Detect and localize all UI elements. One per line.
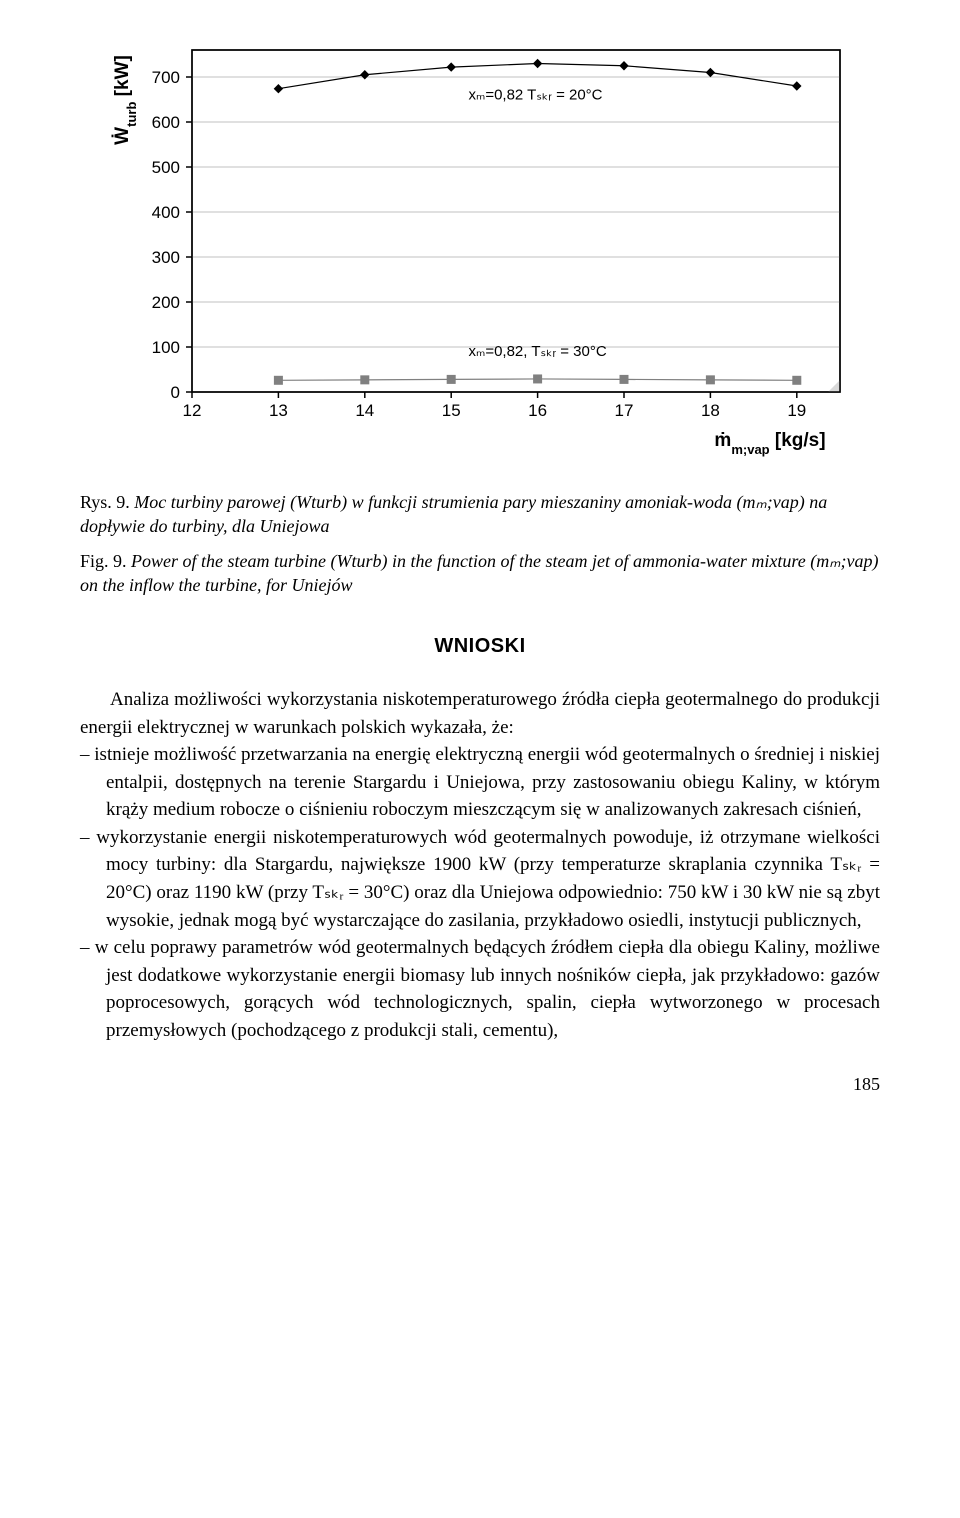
conclusions-list: istnieje możliwość przetwarzania na ener… xyxy=(80,741,880,1044)
svg-text:17: 17 xyxy=(615,401,634,420)
intro-paragraph: Analiza możliwości wykorzystania niskote… xyxy=(80,686,880,741)
caption-english-text: Power of the steam turbine (Wturb) in th… xyxy=(80,551,878,595)
svg-text:Ẇturb [kW]: Ẇturb [kW] xyxy=(112,55,139,145)
svg-text:18: 18 xyxy=(701,401,720,420)
svg-text:16: 16 xyxy=(528,401,547,420)
svg-text:100: 100 xyxy=(152,338,180,357)
intro-text: Analiza możliwości wykorzystania niskote… xyxy=(80,689,880,738)
svg-text:600: 600 xyxy=(152,113,180,132)
caption-english-label: Fig. 9. xyxy=(80,551,131,571)
svg-text:200: 200 xyxy=(152,293,180,312)
svg-text:14: 14 xyxy=(355,401,374,420)
svg-text:300: 300 xyxy=(152,248,180,267)
power-vs-flow-chart: Ẇturb [kW] 0 100 200 300 400 500 600 700 12 13 14 15… xyxy=(100,30,860,470)
svg-text:xₘ=0,82 Tₛₖᵣ = 20°C: xₘ=0,82 Tₛₖᵣ = 20°C xyxy=(468,87,602,104)
caption-english: Fig. 9. Power of the steam turbine (Wtur… xyxy=(80,549,880,598)
svg-text:15: 15 xyxy=(442,401,461,420)
svg-text:13: 13 xyxy=(269,401,288,420)
svg-text:500: 500 xyxy=(152,158,180,177)
chart-container: Ẇturb [kW] 0 100 200 300 400 500 600 700 12 13 14 15… xyxy=(100,30,860,470)
svg-text:700: 700 xyxy=(152,68,180,87)
section-title: WNIOSKI xyxy=(80,635,880,658)
list-item: w celu poprawy parametrów wód geotermaln… xyxy=(80,934,880,1044)
svg-text:12: 12 xyxy=(183,401,202,420)
caption-polish-text: Moc turbiny parowej (Wturb) w funkcji st… xyxy=(80,492,827,536)
svg-text:ṁm;vap [kg/s]: ṁm;vap [kg/s] xyxy=(714,430,825,457)
list-item: wykorzystanie energii niskotemperaturowy… xyxy=(80,824,880,934)
svg-text:0: 0 xyxy=(171,383,180,402)
svg-text:19: 19 xyxy=(787,401,806,420)
caption-polish-label: Rys. 9. xyxy=(80,492,134,512)
svg-text:xₘ=0,82, Tₛₖᵣ = 30°C: xₘ=0,82, Tₛₖᵣ = 30°C xyxy=(468,343,606,360)
caption-polish: Rys. 9. Moc turbiny parowej (Wturb) w fu… xyxy=(80,490,880,539)
svg-text:400: 400 xyxy=(152,203,180,222)
page-number: 185 xyxy=(80,1074,880,1095)
list-item: istnieje możliwość przetwarzania na ener… xyxy=(80,741,880,824)
